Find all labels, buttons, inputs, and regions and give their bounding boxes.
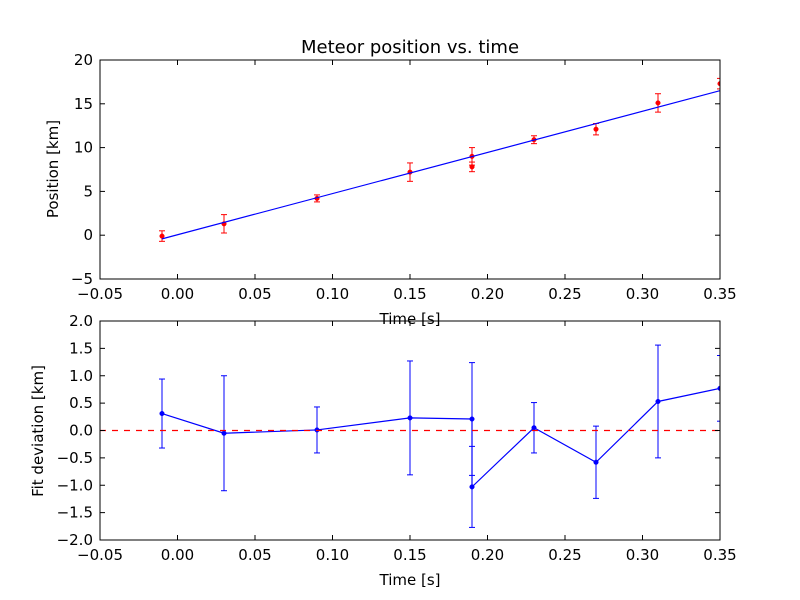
x-tick-label: 0.30 bbox=[626, 285, 659, 303]
x-tick-label: 0.20 bbox=[471, 546, 504, 564]
data-point bbox=[655, 100, 661, 106]
y-tick-label: −5 bbox=[71, 270, 93, 288]
data-point bbox=[593, 459, 599, 465]
data-point bbox=[531, 425, 537, 431]
x-tick-label: 0.15 bbox=[393, 546, 426, 564]
data-point bbox=[469, 416, 475, 422]
y-tick-label: −2.0 bbox=[57, 531, 93, 549]
deviation-panel: −0.05 0.00 0.05 0.10 0.15 0.20 0.25 0.30 0.35 −2.… bbox=[29, 312, 737, 589]
data-point bbox=[717, 385, 720, 391]
chart-title: Meteor position vs. time bbox=[301, 37, 519, 58]
data-point bbox=[221, 430, 227, 436]
y-tick-label: 5 bbox=[83, 182, 93, 200]
data-point bbox=[469, 484, 475, 490]
y-tick-label: −1.0 bbox=[57, 476, 93, 494]
x-tick-label: 0.20 bbox=[471, 285, 504, 303]
data-point bbox=[407, 415, 413, 421]
data-point bbox=[159, 233, 165, 239]
x-tick-label: 0.35 bbox=[703, 546, 736, 564]
x-axis-label: Time [s] bbox=[379, 310, 441, 328]
y-tick-label: 1.5 bbox=[69, 339, 93, 357]
position-plot-area: −0.05 0.00 0.05 0.10 0.15 0.20 0.25 0.30 0.35 −5 0… bbox=[71, 51, 737, 303]
y-tick-label: 10 bbox=[74, 139, 93, 157]
x-tick-label: 0.30 bbox=[626, 546, 659, 564]
data-point bbox=[717, 81, 720, 87]
x-tick-label: 0.05 bbox=[238, 546, 271, 564]
x-tick-label: 0.10 bbox=[316, 546, 349, 564]
deviation-plot-area: −0.05 0.00 0.05 0.10 0.15 0.20 0.25 0.30 0.35 −2.… bbox=[57, 312, 737, 564]
y-axis-label: Fit deviation [km] bbox=[29, 365, 47, 497]
x-tick-label: −0.05 bbox=[77, 285, 123, 303]
data-point bbox=[593, 126, 599, 132]
y-tick-label: 0.0 bbox=[69, 422, 93, 440]
x-tick-label: 0.10 bbox=[316, 285, 349, 303]
x-tick-label: 0.05 bbox=[238, 285, 271, 303]
y-tick-label: −1.5 bbox=[57, 504, 93, 522]
x-tick-label: 0.00 bbox=[161, 546, 194, 564]
y-tick-label: 15 bbox=[74, 95, 93, 113]
y-tick-label: −0.5 bbox=[57, 449, 93, 467]
y-tick-label: 0 bbox=[83, 226, 93, 244]
x-tick-label: 0.15 bbox=[393, 285, 426, 303]
data-point bbox=[469, 164, 475, 170]
x-tick-label: −0.05 bbox=[77, 546, 123, 564]
x-tick-label: 0.25 bbox=[548, 546, 581, 564]
y-tick-label: 20 bbox=[74, 51, 93, 69]
data-point bbox=[159, 410, 165, 417]
y-tick-label: 1.0 bbox=[69, 367, 93, 385]
position-panel: Meteor position vs. time −0.05 0.00 0.05 0.… bbox=[44, 37, 737, 328]
data-point bbox=[655, 398, 661, 405]
x-tick-label: 0.35 bbox=[703, 285, 736, 303]
x-tick-label: 0.00 bbox=[161, 285, 194, 303]
x-tick-label: 0.25 bbox=[548, 285, 581, 303]
y-tick-label: 2.0 bbox=[69, 312, 93, 330]
y-axis-label: Position [km] bbox=[44, 120, 62, 218]
y-tick-label: 0.5 bbox=[69, 394, 93, 412]
x-axis-label: Time [s] bbox=[379, 571, 441, 589]
data-layer bbox=[159, 77, 720, 242]
data-layer bbox=[100, 344, 720, 528]
fit-line bbox=[161, 90, 720, 240]
